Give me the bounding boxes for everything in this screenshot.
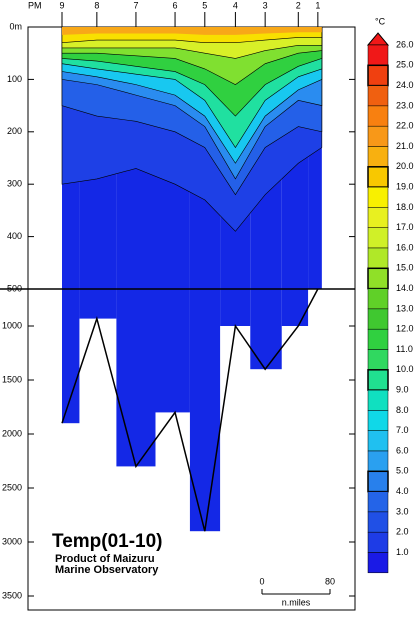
colorbar-box [367,511,389,533]
chart-title: Temp(01-10) [52,531,163,552]
y-tick-label: 400 [7,231,22,241]
x-label: PM [28,0,42,10]
colorbar-label: 14.0 [396,283,414,293]
colorbar-label: 18.0 [396,202,414,212]
station-label: 4 [233,0,238,10]
colorbar-label: 1.0 [396,547,409,557]
y-tick-label: 2500 [2,482,22,492]
colorbar-box [367,186,389,208]
colorbar-label: 9.0 [396,384,409,394]
colorbar-box [367,247,389,269]
colorbar-label: 20.0 [396,161,414,171]
colorbar-label: 4.0 [396,486,409,496]
colorbar-box [367,85,389,107]
station-label: 7 [133,0,138,10]
y-tick-label: 0m [9,21,22,31]
colorbar-label: 6.0 [396,445,409,455]
colorbar-box [367,166,389,188]
colorbar-label: 21.0 [396,141,414,151]
colorbar-box [367,328,389,350]
y-tick-label: 3500 [2,590,22,600]
colorbar-box [367,105,389,127]
colorbar-label: 25.0 [396,60,414,70]
colorbar-box [367,44,389,66]
scale-label: 80 [325,576,335,586]
colorbar-box [367,531,389,553]
y-tick-label: 300 [7,179,22,189]
colorbar-box [367,308,389,330]
station-label: 2 [296,0,301,10]
colorbar-label: 19.0 [396,181,414,191]
colorbar-label: 24.0 [396,80,414,90]
bottom-line [61,288,319,532]
colorbar-box [367,227,389,249]
colorbar-label: 11.0 [396,344,413,354]
colorbar-box [367,470,389,493]
colorbar-box [367,146,389,168]
colorbar-box [367,410,389,431]
y-tick-label: 200 [7,126,22,136]
colorbar-label: 8.0 [396,405,409,415]
colorbar-unit: °C [375,16,386,26]
credit: Marine Observatory [55,564,159,576]
colorbar-label: 16.0 [396,242,414,252]
colorbar-label: 12.0 [396,324,414,334]
station-label: 1 [315,0,320,10]
colorbar-label: 17.0 [396,222,414,232]
y-tick-label: 3000 [2,536,22,546]
surface-layer [62,27,322,35]
station-label: 8 [94,0,99,10]
station-label: 3 [263,0,268,10]
colorbar-box [367,430,389,452]
colorbar-box [367,369,389,391]
scale-label: 0 [259,576,264,586]
colorbar-box [367,389,389,411]
colorbar-box [367,125,389,147]
colorbar-box [367,288,389,310]
scale-unit: n.miles [282,597,311,607]
colorbar-label: 3.0 [396,506,409,516]
colorbar-label: 23.0 [396,100,414,110]
station-label: 5 [202,0,207,10]
colorbar-box [367,552,389,574]
y-tick-label: 1000 [2,320,22,330]
y-tick-label: 2000 [2,428,22,438]
colorbar-box [367,267,389,290]
colorbar-box [367,349,389,371]
colorbar-label: 26.0 [396,39,414,49]
y-tick-label: 100 [7,74,22,84]
colorbar-cap [366,32,390,46]
colorbar-box [367,491,389,513]
colorbar-label: 13.0 [396,303,414,313]
colorbar-box [367,450,389,472]
credit: Product of Maizuru [55,553,155,565]
colorbar-box [367,64,389,87]
colorbar-label: 22.0 [396,121,414,131]
colorbar-label: 2.0 [396,527,409,537]
colorbar-label: 15.0 [396,263,414,273]
colorbar-label: 7.0 [396,425,409,435]
station-label: 9 [59,0,64,10]
colorbar-label: 10.0 [396,364,414,374]
colorbar-label: 5.0 [396,466,409,476]
y-tick-label: 1500 [2,374,22,384]
station-label: 6 [173,0,178,10]
colorbar-box [367,207,389,228]
